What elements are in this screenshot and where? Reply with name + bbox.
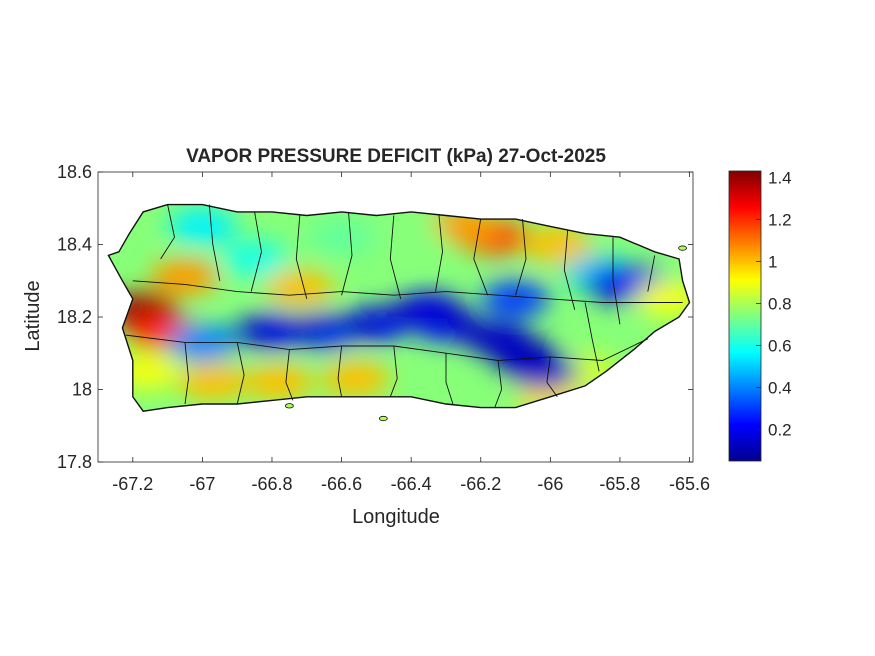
colorbar-tick-label: 0.8 xyxy=(768,294,792,313)
colorbar-tick-label: 1 xyxy=(768,252,777,271)
municipality-line xyxy=(337,345,343,397)
chart-title: VAPOR PRESSURE DEFICIT (kPa) 27-Oct-2025 xyxy=(186,146,606,167)
colorbar-ticks: 0.2 0.4 0.6 0.8 1 1.2 1.4 xyxy=(756,168,792,439)
colorbar xyxy=(728,170,762,462)
municipality-line xyxy=(546,356,558,398)
municipality-line xyxy=(341,211,353,296)
vpd-map-field xyxy=(107,203,691,422)
x-tick-label: -67.2 xyxy=(112,474,153,494)
vpd-low-band xyxy=(517,357,570,378)
municipality-line xyxy=(389,215,402,300)
islet xyxy=(284,403,294,409)
municipality-line xyxy=(295,215,308,300)
municipality-line xyxy=(647,255,656,292)
islet xyxy=(678,245,687,251)
x-tick-label: -66.8 xyxy=(251,474,292,494)
island-coastline xyxy=(107,203,691,412)
x-tick-label: -65.8 xyxy=(599,474,640,494)
islet xyxy=(378,415,388,422)
municipality-line xyxy=(445,353,454,405)
x-tick-label: -66.4 xyxy=(391,474,432,494)
x-axis-ticks: -67.2 -67 -66.8 -66.6 -66.4 -66.2 -66 -65.8 -65.… xyxy=(112,172,710,494)
municipality-line xyxy=(208,204,221,281)
x-tick-label: -67 xyxy=(189,474,215,494)
vpd-region xyxy=(150,259,219,296)
colorbar-tick-label: 0.2 xyxy=(768,420,792,439)
vpd-region xyxy=(220,241,289,277)
x-axis-label: Longitude xyxy=(352,506,440,528)
vpd-region xyxy=(178,364,247,401)
x-tick-label: -65.6 xyxy=(669,474,710,494)
y-tick-label: 18.6 xyxy=(57,162,92,182)
vpd-low-band xyxy=(228,321,281,342)
municipality-line xyxy=(612,237,621,325)
municipality-line xyxy=(184,342,189,405)
x-tick-label: -66.6 xyxy=(321,474,362,494)
vpd-low-band xyxy=(280,317,333,338)
colorbar-tick-label: 0.4 xyxy=(768,378,792,397)
vpd-region xyxy=(377,219,446,256)
x-tick-label: -66.2 xyxy=(460,474,501,494)
vpd-region xyxy=(244,364,313,401)
vpd-region xyxy=(168,208,237,245)
municipality-boundaries xyxy=(125,204,683,408)
municipality-line xyxy=(584,302,600,372)
y-axis-ticks: 17.8 18 18.2 18.4 18.6 xyxy=(57,162,693,472)
vpd-region xyxy=(321,360,390,397)
municipality-line xyxy=(473,219,489,296)
vpd-region xyxy=(523,226,592,263)
y-tick-label: 18.2 xyxy=(57,307,92,327)
colorbar-tick-label: 0.6 xyxy=(768,336,792,355)
offshore-islets xyxy=(284,245,687,422)
municipality-line xyxy=(132,280,683,303)
vpd-low-band xyxy=(454,321,507,342)
municipality-line xyxy=(285,349,294,401)
municipality-line xyxy=(494,360,503,408)
municipality-line xyxy=(160,204,175,260)
colorbar-tick-label: 1.2 xyxy=(768,210,792,229)
municipality-line xyxy=(515,219,527,296)
municipality-line xyxy=(236,342,245,405)
vpd-low-band xyxy=(489,339,542,360)
vpd-region xyxy=(481,280,550,317)
vpd-region xyxy=(265,270,334,306)
municipality-line xyxy=(389,345,398,397)
municipality-line xyxy=(250,211,262,292)
vpd-low-band xyxy=(378,303,431,324)
vpd-low-band xyxy=(419,307,472,327)
vpd-low-band xyxy=(332,314,385,335)
x-tick-label: -66 xyxy=(537,474,563,494)
municipality-line xyxy=(435,215,443,292)
municipality-line xyxy=(563,229,576,310)
vpd-region xyxy=(307,219,376,256)
y-axis-label: Latitude xyxy=(22,280,44,351)
y-tick-label: 18.4 xyxy=(57,235,92,255)
y-tick-label: 17.8 xyxy=(57,452,92,472)
colorbar-tick-label: 1.4 xyxy=(768,168,792,187)
y-tick-label: 18 xyxy=(72,380,92,400)
